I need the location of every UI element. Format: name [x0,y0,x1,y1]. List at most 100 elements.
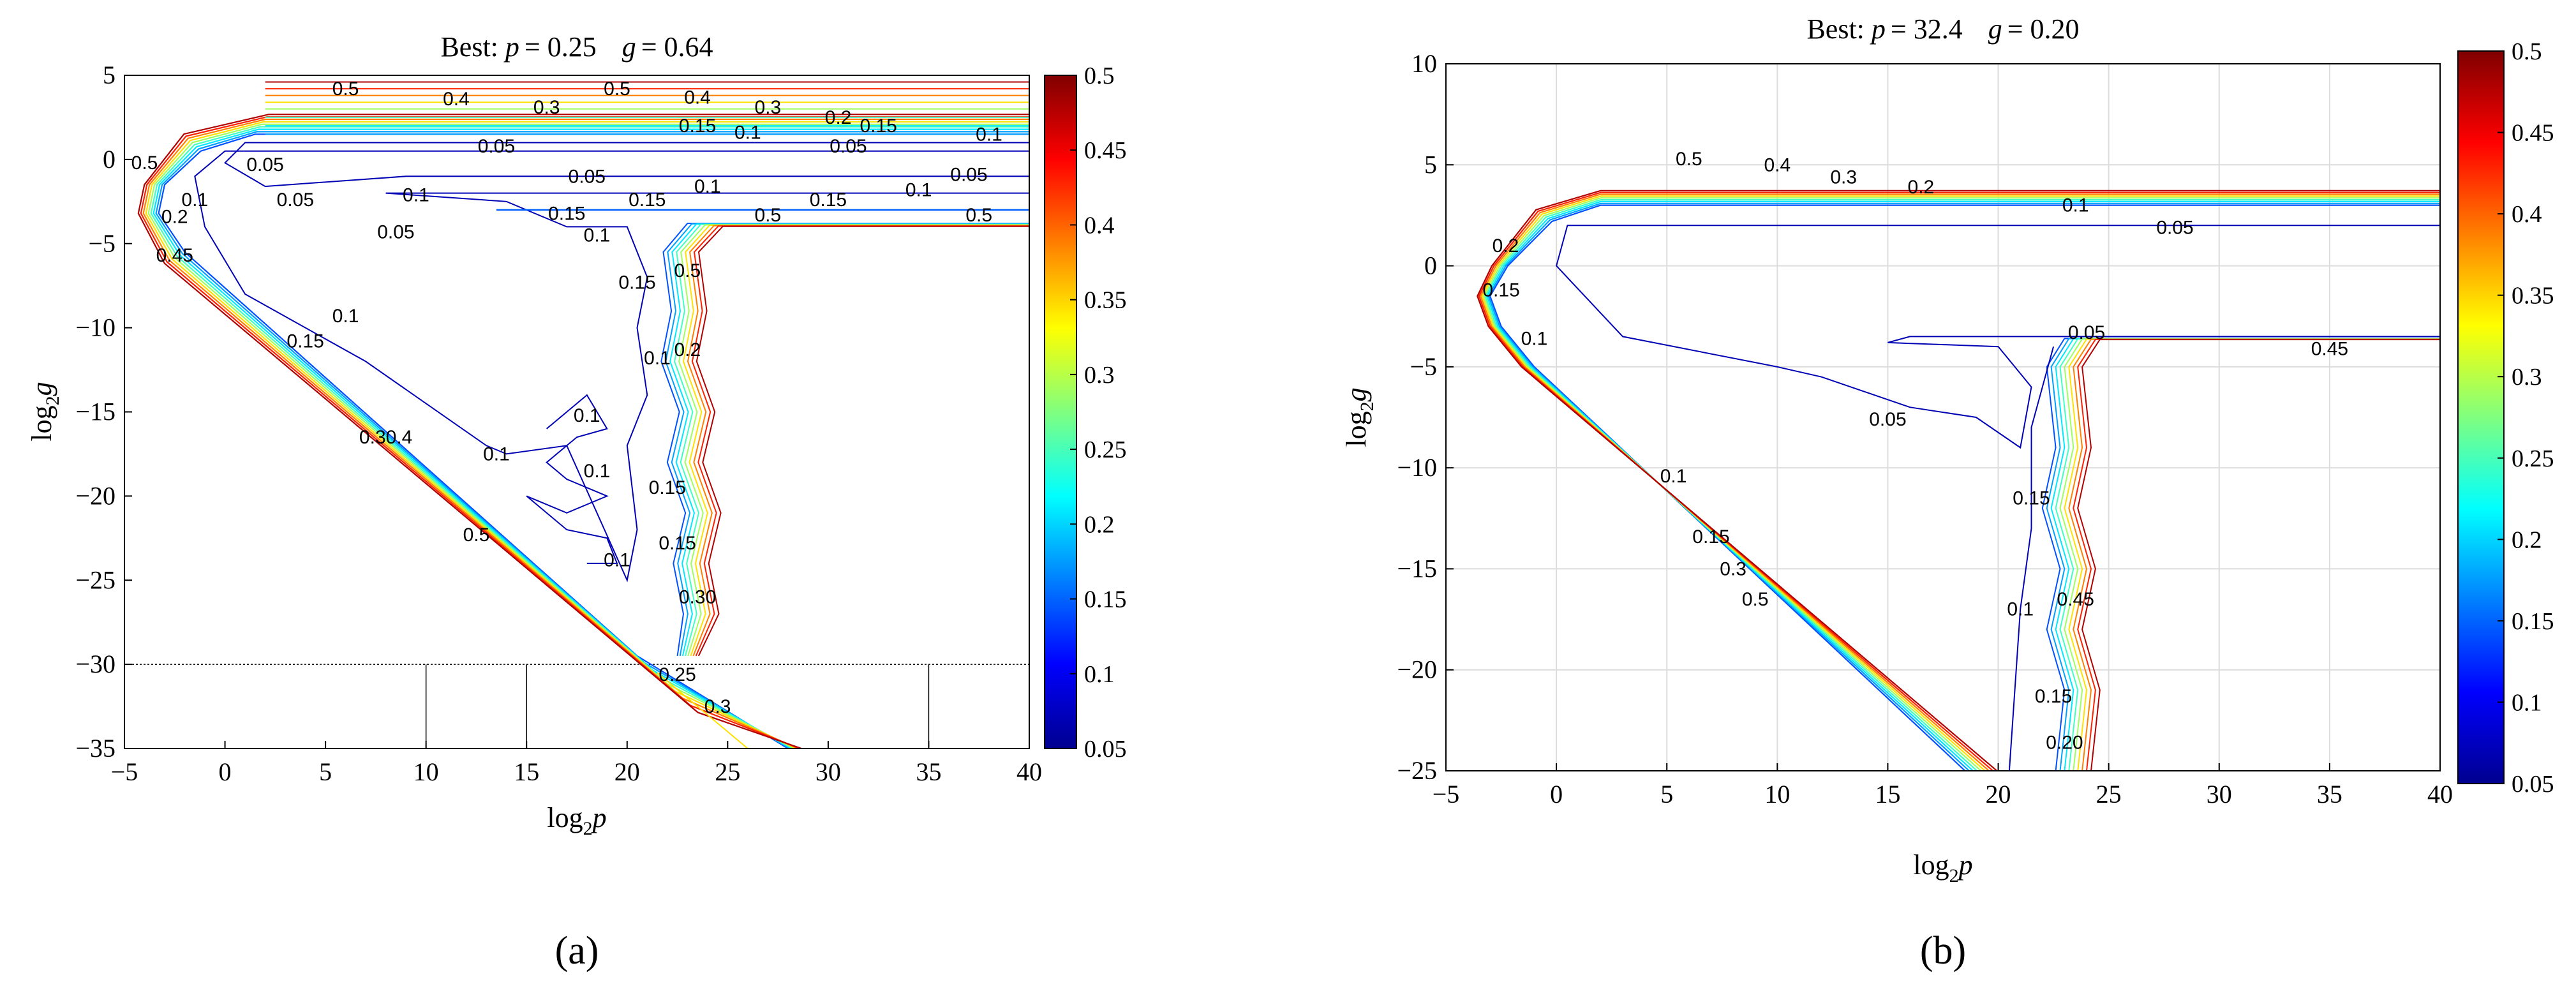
chart-a-contour-line [660,223,1029,657]
chart-a-contour-label: 0.1 [181,190,208,211]
chart-a-contour-label: 0.25 [659,664,696,685]
chart-b-contour-line [1487,202,2440,771]
chart-a-contour-label: 0.45 [156,245,193,266]
chart-a-contour-label: 0.05 [950,165,987,186]
chart-a-xlabel: log2p [547,802,606,839]
chart-a-background [124,75,1029,748]
chart-b-contour-line [1481,195,2440,771]
chart-b-contour-line [2041,338,2440,771]
chart-a-contour-label: 0.3 [533,97,560,118]
chart-a-contour-line [696,225,1029,657]
chart-a-xtick-label: 15 [514,757,539,786]
chart-a-xtick-label: 10 [413,757,439,786]
chart-a-contour-label: 0.1 [403,184,429,205]
chart-b-xtick-label: 40 [2427,780,2453,808]
chart-b-contour-label: 0.2 [1908,177,1935,198]
chart-a-contour-label: 0.1 [332,306,359,327]
chart-b-xtick-label: 0 [1550,780,1563,808]
chart-b-xtick-label: 10 [1764,780,1790,808]
chart-a-contour-line [142,118,1029,748]
chart-b-contour-label: 0.3 [1830,167,1857,188]
chart-a-ytick-label: −15 [75,398,115,426]
chart-b-contour-line [1555,225,2440,449]
chart-b-xtick-label: −5 [1433,780,1460,808]
chart-a-contour-label: 0.1 [644,348,671,369]
chart-a-contour-label: 0.05 [830,136,867,157]
chart-a-contour-label: 0.5 [674,260,701,281]
chart-b-contour-label: 0.45 [2311,338,2348,359]
chart-a-colorbar-label: 0.3 [1084,362,1115,389]
chart-a-xtick-label: 25 [715,757,740,786]
chart-a-contour-line [526,394,618,564]
chart-a-contour-label: 0.15 [618,272,655,293]
chart-b-contour-label: 0.15 [1482,280,1519,301]
chart-a-contour-label: 0.1 [976,124,1002,145]
chart-a-contour-label: 0.1 [483,443,510,465]
chart-b-contour-line [1483,197,2440,771]
chart-b-ytick-label: 10 [1411,49,1437,78]
chart-a-xtick-label: 35 [916,757,941,786]
chart-b-contour-line [1478,191,2440,771]
chart-b-contour-label: 0.05 [1869,409,1906,430]
chart-b-contour-line [1489,204,2440,771]
chart-a-contour-line [669,223,1029,657]
chart-b-contour-label: 0.1 [1660,466,1687,487]
chart-a-contour-label: 0.15 [649,477,686,498]
chart-b-contour-label: 0.5 [1676,149,1702,170]
chart-b-colorbar-label: 0.2 [2512,526,2542,553]
chart-a-contour-label: 0.5 [463,525,490,546]
chart-a-contour-label: 0.1 [584,461,611,482]
chart-b-xtick-label: 30 [2207,780,2232,808]
chart-a-contour-label: 0.3 [704,696,731,717]
chart-b-contour-label: 0.1 [2007,599,2034,620]
chart-b-contour-line [2059,338,2440,771]
chart-b-contour-label: 0.05 [2068,322,2105,343]
chart-a-ytick-label: −25 [75,565,115,594]
chart-a-ytick-label: −35 [75,734,115,763]
chart-a-contour-label: 0.5 [604,78,630,100]
chart-b-xlabel: log2p [1913,849,1972,886]
chart-a-contour-label: 0.5 [332,78,359,100]
chart-a-contour-label: 0.4 [443,89,470,110]
chart-a-contour-label: 0.15 [629,190,666,211]
chart-b-contour-label: 0.15 [1692,526,1729,547]
chart-a-contour-label: 0.30.4 [359,427,412,448]
chart-a-colorbar-label: 0.25 [1084,436,1127,463]
chart-a-contour-line [691,225,1029,657]
chart-b-ytick-label: −20 [1397,655,1437,684]
chart-a-contour-label: 0.1 [694,176,721,197]
chart-a-ytick-label: −5 [88,229,115,258]
chart-a-contour-line [194,150,1029,583]
chart-a-contour-label: 0.05 [277,190,314,211]
chart-a-contour-line [147,123,1029,748]
chart-a-ytick-label: 5 [103,61,115,89]
chart-a-contour-line [687,225,1029,657]
chart-b-colorbar-label: 0.3 [2512,364,2542,391]
chart-b-title: Best: p = 32.4 g = 0.20 [1806,13,2079,45]
chart-b-xtick-label: 5 [1660,780,1673,808]
chart-b-colorbar-label: 0.35 [2512,283,2554,309]
chart-b-ytick-label: 0 [1424,251,1437,280]
chart-a-contour-label: 0.15 [548,203,585,224]
chart-a-contour-label: 0.30 [679,587,716,608]
chart-a-colorbar-label: 0.5 [1084,63,1115,89]
chart-a-contour-line [140,116,1029,748]
chart-a-title: Best: p = 0.25 g = 0.64 [440,31,713,63]
chart-a-ytick-label: −20 [75,481,115,510]
chart-b-contour-label: 0.4 [1764,154,1791,175]
chart-a-contour-line [137,114,1029,748]
chart-b-contour-label: 0.15 [2013,488,2050,509]
caption-a: (a) [555,929,599,972]
chart-a-colorbar-label: 0.35 [1084,287,1127,314]
chart-b-contour-label: 0.05 [2156,217,2193,238]
chart-b-contour-line [1480,193,2440,771]
chart-b-ytick-label: −10 [1397,453,1437,482]
chart-b-contour-label: 0.45 [2057,589,2094,610]
chart-b-contour-line [2073,338,2440,771]
chart-b-contour-line [2046,338,2440,771]
chart-a-contour-label: 0.15 [860,115,897,137]
chart-a-ytick-label: −30 [75,650,115,678]
chart-a-colorbar-label: 0.15 [1084,586,1127,613]
chart-a-contour-label: 0.1 [574,405,600,426]
